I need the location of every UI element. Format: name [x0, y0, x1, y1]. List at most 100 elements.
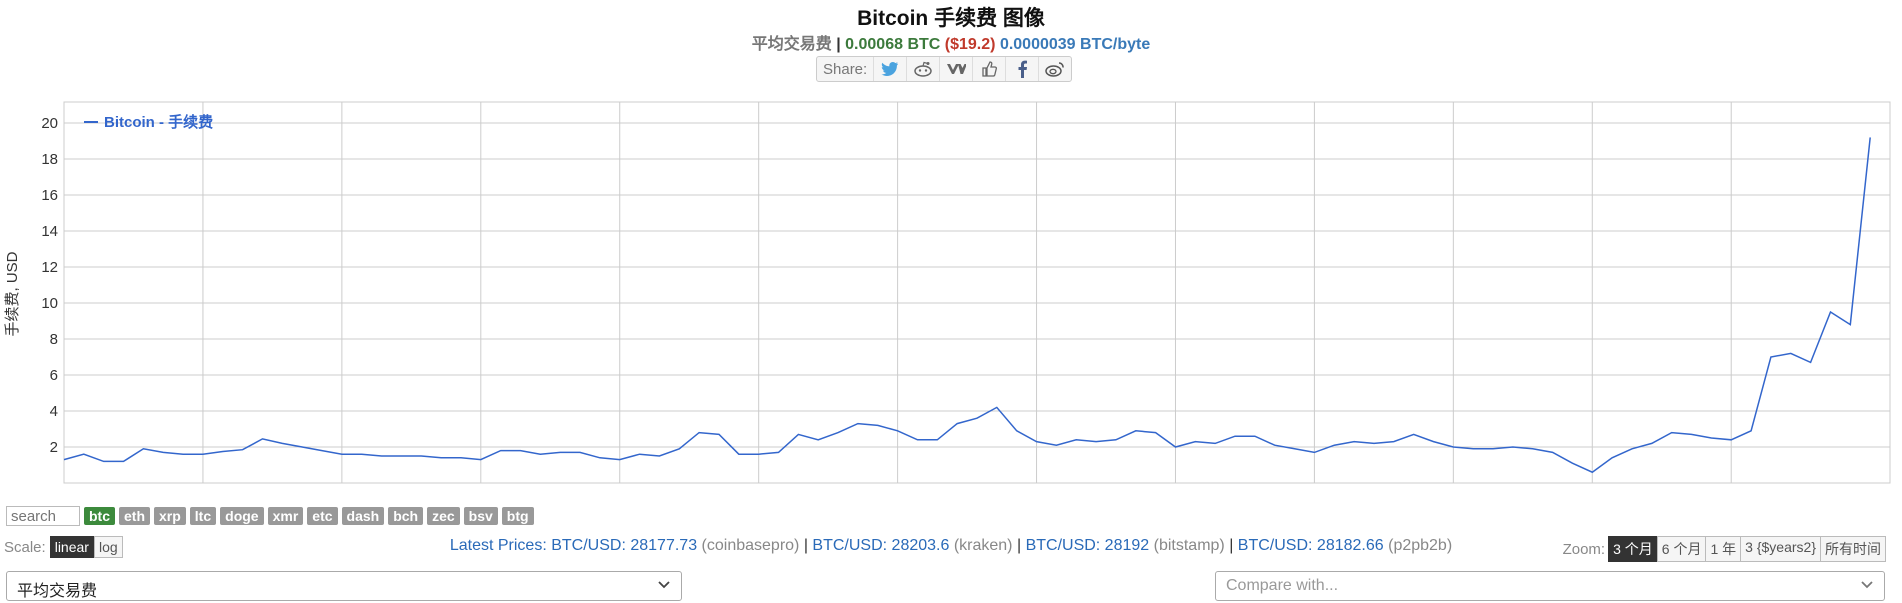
data-point	[221, 450, 225, 454]
coin-button-xrp[interactable]: xrp	[154, 507, 186, 525]
data-point	[1471, 447, 1475, 451]
data-point	[558, 450, 562, 454]
data-point	[1352, 440, 1356, 444]
data-point	[1709, 436, 1713, 440]
coin-button-dash[interactable]: dash	[341, 507, 385, 525]
data-point	[1174, 445, 1178, 449]
x-tick-label: 05 Mar	[596, 493, 643, 495]
data-point	[1233, 434, 1237, 438]
coin-button-eth[interactable]: eth	[119, 507, 150, 525]
x-tick-label: 26 Feb	[457, 493, 504, 495]
coin-button-bch[interactable]: bch	[388, 507, 424, 525]
data-point	[955, 422, 959, 426]
zoom-option-1[interactable]: 6 个月	[1656, 536, 1707, 562]
y-axis-label: 手续费, USD	[4, 251, 21, 336]
data-point	[141, 447, 145, 451]
price-link[interactable]: BTC/USD: 28182.66	[1237, 537, 1384, 554]
data-point	[618, 458, 622, 462]
data-point	[439, 456, 443, 460]
data-point	[1074, 438, 1078, 442]
data-point	[479, 458, 483, 462]
data-point	[459, 456, 463, 460]
data-point	[975, 416, 979, 420]
price-link[interactable]: BTC/USD: 28177.73	[551, 537, 698, 554]
data-point	[181, 452, 185, 456]
coin-button-bsv[interactable]: bsv	[463, 507, 498, 525]
coin-button-etc[interactable]: etc	[307, 507, 338, 525]
data-point	[1491, 447, 1495, 451]
compare-select[interactable]: Compare with...	[1215, 571, 1885, 601]
data-point	[261, 437, 265, 441]
scale-linear-button[interactable]: linear	[49, 536, 94, 558]
coin-button-zec[interactable]: zec	[427, 507, 460, 525]
fee-usd-value: ($19.2)	[944, 36, 996, 53]
data-point	[1531, 447, 1535, 451]
latest-prices: Latest Prices: BTC/USD: 28177.73 (coinba…	[449, 537, 1453, 554]
data-point	[1809, 360, 1813, 364]
x-tick-label: 12 Feb	[180, 493, 227, 495]
data-point	[598, 456, 602, 460]
prices-label: Latest Prices:	[449, 537, 547, 554]
zoom-option-3[interactable]: 3 {$years2}	[1740, 536, 1821, 562]
chart-axes: 2 4 6 8 10 12 14 16 18 20 12 Feb 19 Feb 26 Feb 05 Mar…	[4, 115, 1753, 495]
plot-area	[63, 101, 1891, 484]
data-point	[657, 454, 661, 458]
data-point	[300, 445, 304, 449]
coin-button-doge[interactable]: doge	[220, 507, 264, 525]
twitter-icon[interactable]	[873, 57, 906, 81]
y-tick-label: 2	[50, 439, 58, 456]
price-link[interactable]: BTC/USD: 28203.6	[812, 537, 950, 554]
data-point	[82, 452, 86, 456]
y-tick-label: 4	[50, 403, 58, 420]
coin-button-btg[interactable]: btg	[501, 507, 534, 525]
data-point	[1253, 434, 1257, 438]
reddit-icon[interactable]	[906, 57, 939, 81]
chart-grid	[63, 101, 1891, 484]
data-point	[796, 432, 800, 436]
coin-button-ltc[interactable]: ltc	[189, 507, 217, 525]
x-tick-label: 19 Feb	[319, 493, 366, 495]
data-point	[360, 452, 364, 456]
search-input[interactable]	[6, 506, 80, 526]
coin-button-xmr[interactable]: xmr	[267, 507, 304, 525]
data-point	[399, 454, 403, 458]
zoom-label: Zoom:	[1562, 540, 1606, 558]
legend-label: Bitcoin - 手续费	[104, 113, 213, 131]
data-point	[1193, 440, 1197, 444]
compare-select-placeholder: Compare with...	[1226, 577, 1339, 594]
y-tick-label: 10	[41, 295, 58, 312]
facebook-icon[interactable]	[1005, 57, 1038, 81]
like-icon[interactable]	[972, 57, 1005, 81]
data-point	[1015, 429, 1019, 433]
coin-button-btc[interactable]: btc	[84, 507, 115, 525]
data-point	[757, 452, 761, 456]
data-point	[201, 452, 205, 456]
zoom-option-0[interactable]: 3 个月	[1608, 536, 1658, 562]
chart-series	[63, 95, 1892, 474]
price-link[interactable]: BTC/USD: 28192	[1025, 537, 1150, 554]
scale-log-button[interactable]: log	[93, 536, 123, 558]
x-tick-label: 02 Apr	[1154, 493, 1197, 495]
data-point	[538, 452, 542, 456]
data-point	[1273, 443, 1277, 447]
data-point	[1392, 440, 1396, 444]
metric-select[interactable]: 平均交易费	[6, 571, 682, 601]
data-point	[320, 449, 324, 453]
data-point	[1729, 438, 1733, 442]
data-point	[340, 452, 344, 456]
coin-list: btc eth xrp ltc doge xmr etc dash bch zec bsv btg	[84, 507, 534, 525]
y-tick-label: 16	[41, 187, 58, 204]
price-exchange: (coinbasepro)	[701, 537, 800, 554]
data-point	[1888, 95, 1892, 97]
share-bar: Share:	[816, 56, 1073, 82]
vk-icon[interactable]	[939, 57, 972, 81]
zoom-option-4[interactable]: 所有时间	[1820, 536, 1886, 562]
data-point	[519, 449, 523, 453]
data-point	[876, 423, 880, 427]
data-point	[1114, 438, 1118, 442]
data-point	[777, 450, 781, 454]
weibo-icon[interactable]	[1038, 57, 1071, 81]
data-point	[856, 422, 860, 426]
x-tick-label: 12 Mar	[735, 493, 782, 495]
zoom-option-2[interactable]: 1 年	[1705, 536, 1742, 562]
